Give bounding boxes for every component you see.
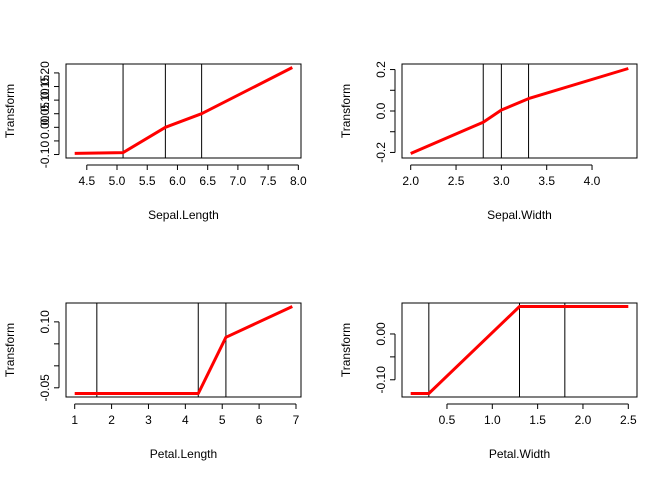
x-tick-label: 3.5 [538,174,555,188]
x-tick-label: 6.5 [199,174,216,188]
y-tick-label: -0.10 [374,366,388,394]
x-axis-title: Sepal.Width [487,208,552,222]
y-axis-title: Transform [3,84,17,138]
x-tick-label: 4 [182,413,189,427]
y-tick-label: 0.00 [38,115,52,139]
y-tick-label: 0.05 [38,102,52,126]
y-tick-label: -0.2 [374,142,388,163]
x-tick-label: 0.5 [439,413,456,427]
y-tick-label: 0.20 [38,61,52,85]
series-line [74,305,293,395]
x-tick-label: 5.5 [139,174,156,188]
x-tick-label: 6.0 [169,174,186,188]
x-tick-label: 7.0 [230,174,247,188]
panel-3: 1 2 3 4 5 6 7 -0.05 0.10 Petal.Length Transform [3,302,302,461]
y-axis-title: Transform [339,323,353,377]
x-axis-title: Petal.Width [489,447,550,461]
x-tick-label: 3 [145,413,152,427]
x-axis-title: Petal.Length [150,447,217,461]
series-line [74,66,293,155]
panel-2: 2.0 2.5 3.0 3.5 4.0 -0.2 0.0 0.2 Sepal.Width Tran… [339,61,638,222]
x-tick-label: 1.0 [484,413,501,427]
y-axis-title: Transform [339,84,353,138]
y-tick-label: 0.2 [374,61,388,78]
x-tick-label: 8.0 [290,174,307,188]
y-axis-title: Transform [3,323,17,377]
y-tick-label: -0.10 [38,141,52,169]
y-tick-label: -0.05 [38,374,52,402]
x-tick-label: 2.0 [402,174,419,188]
y-tick-label: 0.10 [38,310,52,334]
x-tick-label: 5 [219,413,226,427]
x-tick-label: 2.5 [448,174,465,188]
y-tick-label: 0.00 [374,322,388,346]
series-line [410,67,629,155]
x-tick-label: 1.5 [529,413,546,427]
panel-1: 4.5 5.0 5.5 6.0 6.5 7.0 7.5 8.0-0.100.000.050.1… [3,61,307,222]
x-tick-label: 3.0 [493,174,510,188]
x-tick-label: 6 [256,413,263,427]
x-tick-label: 7.5 [260,174,277,188]
x-tick-label: 2.5 [620,413,637,427]
plot-frame [65,302,302,398]
x-tick-label: 1 [71,413,78,427]
x-axis-title: Sepal.Length [148,208,219,222]
x-tick-label: 5.0 [109,174,126,188]
x-tick-label: 4.0 [584,174,601,188]
panel-4: 0.5 1.0 1.5 2.0 2.5 -0.10 0.00 Petal.Width Trans… [339,302,638,461]
y-tick-label: 0.15 [38,75,52,99]
y-tick-label: 0.0 [374,102,388,119]
x-tick-label: 2 [108,413,115,427]
series-line [410,305,629,395]
y-tick-label: 0.10 [38,88,52,112]
x-tick-label: 4.5 [78,174,95,188]
x-tick-label: 7 [293,413,300,427]
x-tick-label: 2.0 [575,413,592,427]
plot-frame [65,63,302,159]
plot-frame [401,63,638,159]
